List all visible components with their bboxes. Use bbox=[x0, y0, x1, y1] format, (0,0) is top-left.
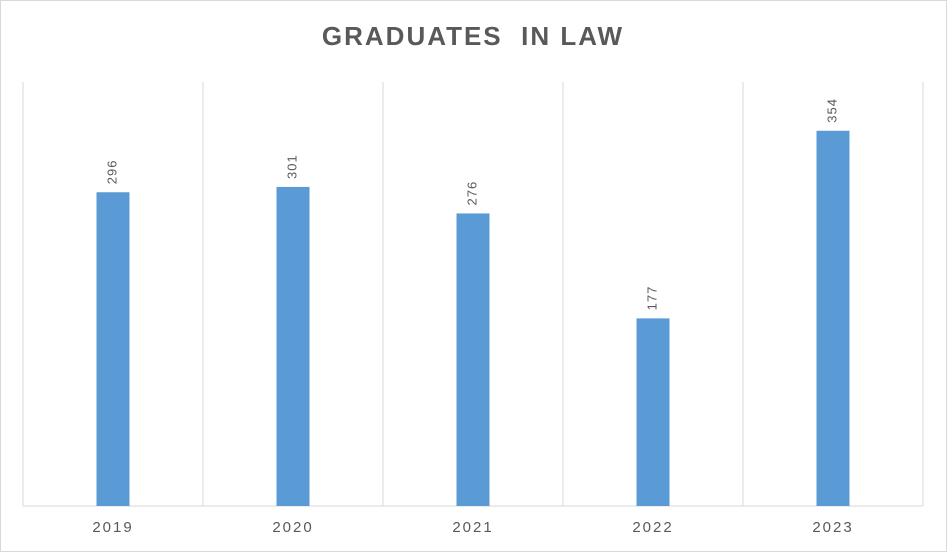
bar bbox=[456, 213, 490, 506]
bar bbox=[636, 318, 670, 506]
bar bbox=[276, 186, 310, 506]
x-tick-label: 2019 bbox=[92, 519, 133, 536]
bar bbox=[816, 130, 850, 506]
x-tick-label: 2020 bbox=[272, 519, 313, 536]
data-label: 296 bbox=[104, 160, 119, 185]
data-label: 301 bbox=[284, 154, 299, 179]
data-label: 276 bbox=[464, 181, 479, 206]
data-label: 177 bbox=[644, 286, 659, 311]
x-tick-label: 2022 bbox=[632, 519, 673, 536]
data-label: 354 bbox=[824, 98, 839, 123]
chart-title: GRADUATES IN LAW bbox=[322, 21, 624, 51]
x-tick-label: 2023 bbox=[812, 519, 853, 536]
bar bbox=[96, 192, 130, 507]
x-tick-label: 2021 bbox=[452, 519, 493, 536]
